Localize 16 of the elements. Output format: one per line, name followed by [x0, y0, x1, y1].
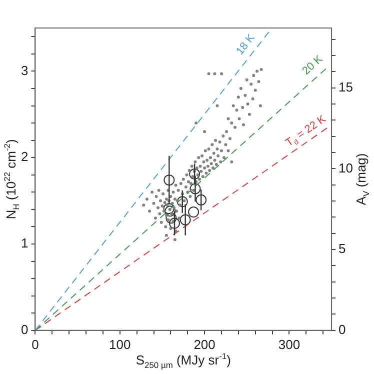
annotation: 18 K — [234, 32, 258, 58]
y2-tick-label: 0 — [338, 322, 346, 337]
y-tick-label: 1 — [20, 236, 28, 251]
x-tick-label: 100 — [109, 336, 131, 352]
x-tick-label: 0 — [32, 336, 39, 352]
x-tick-label: 300 — [278, 336, 300, 352]
y2-tick-label: 15 — [338, 79, 354, 94]
y-axis-title: NH (1022 cm-2) — [2, 139, 21, 220]
y-tick-label: 2 — [20, 149, 28, 164]
y2-tick-label: 10 — [338, 160, 354, 176]
annotation: 20 K — [300, 52, 326, 78]
y2-axis-title: AV (mag) — [354, 153, 371, 206]
y-tick-label: 0 — [20, 322, 28, 337]
y2-tick-label: 5 — [338, 241, 346, 256]
x-tick-label: 200 — [194, 336, 216, 352]
y-tick-label: 3 — [20, 62, 28, 78]
